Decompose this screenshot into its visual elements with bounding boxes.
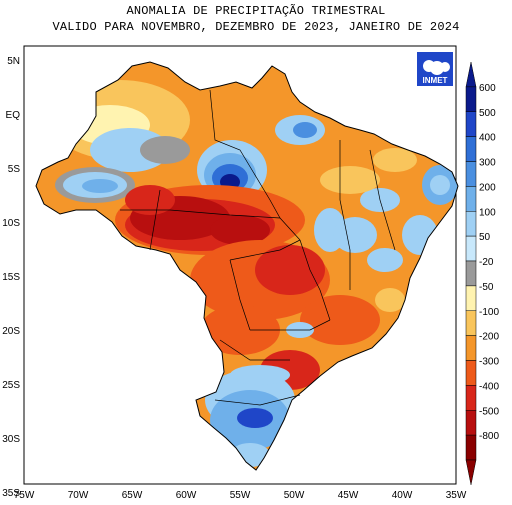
legend-arrow-bottom [465,459,477,485]
legend-swatch [465,260,477,287]
legend-label: 200 [479,182,496,193]
lon-tick-label: 45W [338,490,359,501]
legend-label: -800 [479,431,499,442]
legend-swatch [465,385,477,411]
lat-tick-label: 15S [2,272,20,283]
lat-tick-label: 30S [2,434,20,445]
legend-label: 300 [479,158,496,169]
legend-label: -200 [479,332,499,343]
map-title: ANOMALIA DE PRECIPITAÇÃO TRIMESTRAL [126,4,386,18]
legend-arrow-top [465,61,477,88]
legend-swatch [465,434,477,461]
legend-label: 600 [479,83,496,94]
legend-swatch [465,235,477,262]
legend-swatch [465,410,477,436]
legend-swatch [465,285,477,311]
legend-swatch [465,360,477,386]
legend-label: 500 [479,108,496,119]
map-subtitle: VALIDO PARA NOVEMBRO, DEZEMBRO DE 2023, … [52,20,460,34]
lat-ticks: 5N EQ 5S 10S 15S 20S 25S 30S 35S [2,56,20,499]
state-borders [120,89,396,406]
lon-tick-label: 70W [68,490,89,501]
legend-label: -400 [479,381,499,392]
lat-tick-label: 10S [2,218,20,229]
lat-tick-label: 5S [8,164,21,175]
inmet-logo: INMET [417,52,453,86]
lon-ticks: 75W 70W 65W 60W 55W 50W 45W 40W 35W [14,490,467,501]
legend-label: -300 [479,357,499,368]
legend-label: -500 [479,406,499,417]
lon-tick-label: 40W [392,490,413,501]
lat-tick-label: 35S [2,488,20,499]
logo-text: INMET [423,76,448,85]
legend-swatch [465,310,477,336]
lon-tick-label: 35W [446,490,467,501]
color-legend: 600 500 400 300 200 100 50 -20 -50 -100 -200 -300 -4… [465,61,499,485]
legend-swatch [465,161,477,187]
legend-swatch [465,335,477,361]
legend-label: 100 [479,207,496,218]
legend-label: -100 [479,307,499,318]
legend-swatch [465,136,477,162]
legend-label: 50 [479,232,491,243]
lat-tick-label: EQ [6,110,21,121]
legend-label: -20 [479,257,494,268]
legend-label: -50 [479,282,494,293]
lon-tick-label: 60W [176,490,197,501]
lat-tick-label: 20S [2,326,20,337]
lon-tick-label: 55W [230,490,251,501]
legend-label: 400 [479,133,496,144]
lon-tick-label: 65W [122,490,143,501]
lat-tick-label: 25S [2,380,20,391]
legend-swatch [465,186,477,212]
legend-swatch [465,111,477,137]
lon-tick-label: 50W [284,490,305,501]
lat-tick-label: 5N [7,56,20,67]
legend-swatch [465,211,477,237]
legend-swatch [465,86,477,112]
lon-tick-label: 75W [14,490,35,501]
